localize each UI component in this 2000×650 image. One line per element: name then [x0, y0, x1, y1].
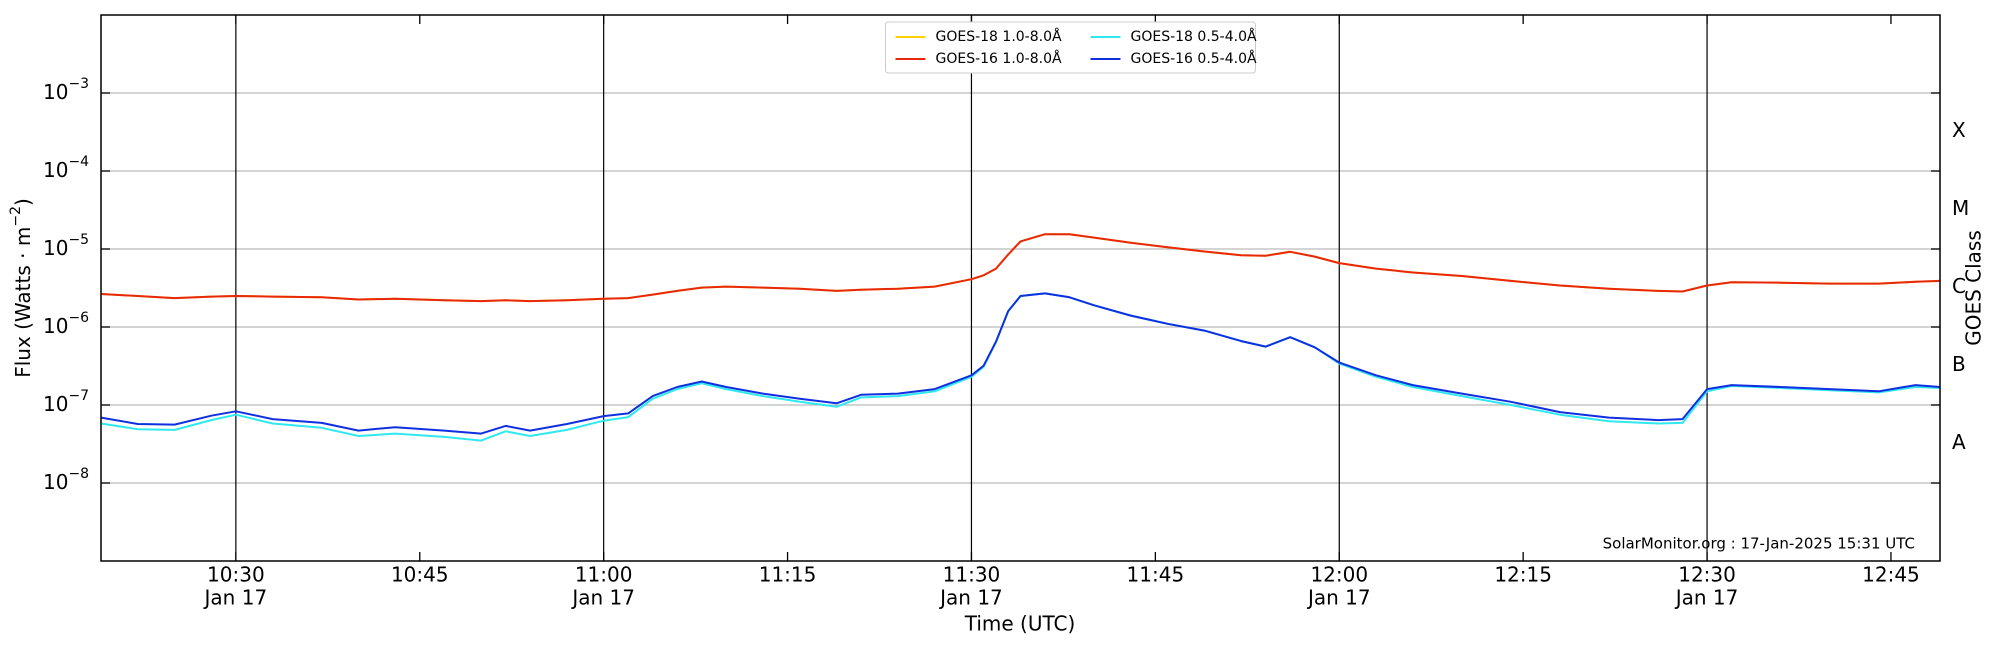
series-line [100, 292, 1941, 442]
y2-tick-label: B [1952, 352, 1966, 376]
x-tick-label: 12:30 [1678, 563, 1736, 587]
y2-tick-label: C [1952, 274, 1966, 298]
tick-base: 10 [43, 470, 68, 494]
y-axis-label: Flux (Watts · m−2) [8, 198, 35, 378]
y-tick-label: 10−5 [43, 232, 89, 260]
tick-exponent: −8 [68, 466, 89, 482]
y2-tick-label: M [1952, 196, 1969, 220]
legend-label: GOES-16 1.0-8.0Å [936, 50, 1062, 67]
series-line [100, 233, 1941, 303]
tick-exponent: −7 [68, 388, 89, 404]
tick-exponent: −6 [68, 310, 89, 326]
tick-exponent: −5 [68, 232, 89, 248]
y-tick-label: 10−3 [43, 76, 89, 104]
tick-base: 10 [43, 392, 68, 416]
tick-base: 10 [43, 158, 68, 182]
series-line [100, 292, 1941, 435]
x-tick-label: 12:00 [1310, 563, 1368, 587]
x-tick-label: Jan 17 [1306, 586, 1371, 610]
x-tick-label: Jan 17 [938, 586, 1003, 610]
y-tick-label: 10−4 [43, 154, 89, 182]
y2-axis-label: GOES Class [1962, 230, 1986, 346]
x-tick-label: Jan 17 [203, 586, 268, 610]
y-label-exponent: −2 [8, 206, 24, 227]
tick-exponent: −4 [68, 154, 89, 170]
x-tick-label: 12:45 [1862, 563, 1920, 587]
legend-label: GOES-16 0.5-4.0Å [1131, 50, 1257, 67]
x-tick-label: Jan 17 [1674, 586, 1739, 610]
tick-base: 10 [43, 236, 68, 260]
y-label-part: ) [11, 198, 35, 206]
x-tick-label: 10:30 [207, 563, 265, 587]
x-tick-label: 11:00 [575, 563, 633, 587]
x-tick-label: 11:45 [1127, 563, 1185, 587]
y2-tick-label: A [1952, 430, 1966, 454]
x-tick-label: 10:45 [391, 563, 449, 587]
legend-box [885, 21, 1256, 74]
x-axis-label: Time (UTC) [964, 612, 1076, 636]
plot-frame [100, 14, 1941, 562]
y-tick-label: 10−8 [43, 466, 89, 494]
tick-base: 10 [43, 314, 68, 338]
y-tick-label: 10−7 [43, 388, 89, 416]
tick-base: 10 [43, 80, 68, 104]
legend-label: GOES-18 0.5-4.0Å [1131, 28, 1257, 45]
y-label-part: Flux (Watts · m [11, 227, 35, 378]
tick-exponent: −3 [68, 76, 89, 92]
y-tick-label: 10−6 [43, 310, 89, 338]
x-tick-label: 12:15 [1494, 563, 1552, 587]
y2-tick-label: X [1952, 118, 1966, 142]
x-tick-label: 11:30 [943, 563, 1001, 587]
x-tick-label: Jan 17 [570, 586, 635, 610]
annotation: SolarMonitor.org : 17-Jan-2025 15:31 UTC [1603, 535, 1915, 553]
x-tick-label: 11:15 [759, 563, 817, 587]
legend-label: GOES-18 1.0-8.0Å [936, 28, 1062, 45]
